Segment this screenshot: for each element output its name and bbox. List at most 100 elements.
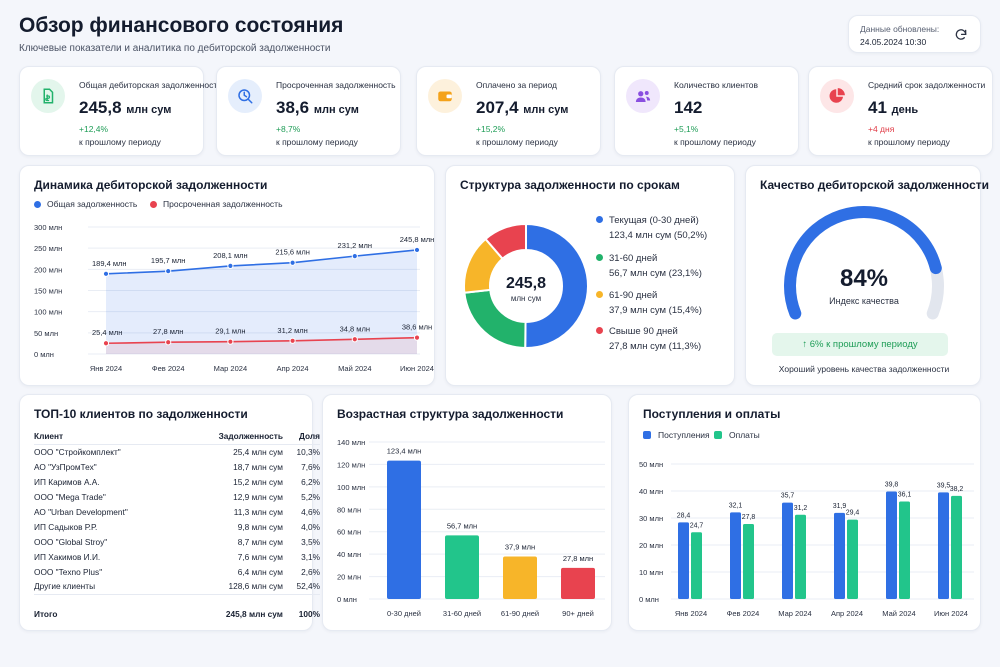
x-tick-label: Янв 2024 — [675, 609, 707, 618]
kpi-note: к прошлому периоду — [674, 137, 756, 147]
client-name: ИП Каримов А.А. — [34, 476, 100, 487]
data-point — [413, 334, 421, 341]
client-name: ООО "Global Stroy" — [34, 536, 108, 547]
clients-title: ТОП-10 клиентов по задолженности — [34, 407, 248, 421]
donut-center-value: 245,8 — [506, 275, 546, 292]
legend-payments: Оплаты — [714, 430, 760, 440]
table-row[interactable]: ИП Садыков Р.Р. 9,8 млн сум 4,0% — [34, 519, 320, 534]
data-point — [102, 340, 110, 347]
x-tick-label: 31-60 дней — [443, 609, 481, 618]
quality-footer: Хороший уровень качества задолженности — [778, 364, 950, 374]
payment-bar — [899, 501, 910, 599]
data-label: 38,6 млн — [402, 323, 432, 332]
quality-change-badge: ↑ 6% к прошлому периоду — [772, 333, 948, 356]
gauge-fill — [784, 206, 942, 320]
kpi-change: +5,1% — [674, 124, 699, 134]
payment-bar — [847, 519, 858, 599]
data-point — [165, 339, 172, 346]
data-label: 24,7 — [690, 522, 704, 529]
x-tick-label: 0-30 дней — [387, 609, 421, 618]
data-label: 25,4 млн — [92, 328, 122, 337]
table-row[interactable]: ООО "Mega Trade" 12,9 млн сум 5,2% — [34, 489, 320, 504]
kpi-note: к прошлому периоду — [79, 137, 161, 147]
age-card: Возрастная структура задолженности 0 млн… — [322, 394, 612, 631]
table-row[interactable]: АО "Urban Development" 11,3 млн сум 4,6% — [34, 504, 320, 519]
series-line — [105, 336, 418, 345]
y-tick-label: 0 млн — [639, 595, 659, 604]
dynamics-line-chart: 0 млн 50 млн 100 млн 150 млн 200 млн 250 млн 3… — [34, 223, 435, 373]
kpi-icon-wrap — [626, 79, 660, 113]
payment-bar — [795, 514, 806, 599]
data-label: 31,2 — [794, 505, 808, 512]
clock-search-icon — [238, 89, 253, 104]
table-row[interactable]: Другие клиенты 128,6 млн сум 52,4% — [34, 579, 320, 594]
kpi-note: к прошлому периоду — [276, 137, 358, 147]
client-share: 52,4% — [296, 581, 320, 592]
client-debt: 6,4 млн сум — [237, 566, 283, 577]
client-name: АО "Urban Development" — [34, 506, 128, 517]
y-tick-label: 40 млн — [337, 550, 361, 559]
kpi-card: Общая дебиторская задолженность 245,8 млн… — [19, 66, 222, 156]
age-bar-chart: 0 млн 20 млн 40 млн 60 млн 80 млн 100 млн 120 … — [337, 438, 605, 618]
x-tick-label: Июн 2024 — [400, 364, 434, 373]
total-share: 100% — [282, 593, 320, 634]
table-row[interactable]: АО "УзПромТех" 18,7 млн сум 7,6% — [34, 459, 320, 474]
y-tick-label: 10 млн — [639, 568, 663, 577]
y-tick-label: 40 млн — [639, 487, 663, 496]
table-row[interactable]: ООО "Texno Plus" 6,4 млн сум 2,6% — [34, 564, 320, 579]
x-tick-label: 90+ дней — [562, 609, 594, 618]
data-label: 245,8 млн — [400, 235, 435, 244]
data-label: 31,9 — [833, 503, 847, 510]
table-row[interactable]: ИП Хакимов И.И. 7,6 млн сум 3,1% — [34, 549, 320, 564]
quality-title: Качество дебиторской задолженности — [760, 178, 989, 192]
client-debt: 25,4 млн сум — [233, 446, 283, 457]
kpi-value: 207,4 млн сум — [476, 98, 569, 117]
kpi-icon-wrap — [31, 79, 65, 113]
data-label: 31,2 млн — [277, 326, 307, 335]
kpi-change: +8,7% — [276, 124, 301, 134]
data-label: 29,4 — [846, 510, 860, 517]
legend-total: Общая задолженность — [34, 199, 137, 209]
x-tick-label: Фев 2024 — [727, 609, 760, 618]
structure-legend-item: Свыше 90 дней 27,8 млн сум (11,3%) — [596, 326, 701, 352]
data-label: 28,4 — [677, 512, 691, 519]
kpi-value: 245,8 млн сум — [79, 98, 172, 117]
series-line — [105, 249, 418, 275]
pie-chart-icon — [829, 88, 845, 103]
table-row[interactable]: ООО "Global Stroy" 8,7 млн сум 3,5% — [34, 534, 320, 549]
data-label: 38,2 — [950, 486, 964, 493]
refresh-button[interactable] — [948, 22, 974, 48]
data-label: 36,1 — [898, 492, 912, 499]
data-point — [351, 253, 358, 260]
series-area — [106, 249, 417, 354]
data-label: 189,4 млн — [92, 259, 127, 268]
structure-donut-chart: 245,8 млн сум — [463, 222, 589, 350]
update-info: Данные обновлены: 24.05.2024 10:30 — [848, 15, 981, 53]
quality-gauge — [784, 206, 944, 320]
client-share: 6,2% — [301, 476, 320, 487]
data-label: 27,8 млн — [563, 554, 593, 563]
data-label: 39,5 — [937, 482, 951, 489]
table-row[interactable]: ИП Каримов А.А. 15,2 млн сум 6,2% — [34, 474, 320, 489]
y-tick-label: 80 млн — [337, 505, 361, 514]
donut-center-unit: млн сум — [511, 294, 541, 303]
data-point — [102, 270, 110, 277]
client-debt: 12,9 млн сум — [233, 491, 283, 502]
data-point — [227, 338, 234, 345]
structure-card: Структура задолженности по срокам 245,8 м… — [445, 165, 735, 386]
kpi-card: Оплачено за период 207,4 млн сум +15,2% к п… — [416, 66, 601, 156]
client-debt: 7,6 млн сум — [237, 551, 283, 562]
age-bar — [445, 535, 479, 599]
client-name: ИП Хакимов И.И. — [34, 551, 101, 562]
kpi-change: +15,2% — [476, 124, 506, 134]
quality-value: 84% — [839, 265, 889, 292]
table-row[interactable]: ООО "Стройкомплект" 25,4 млн сум 10,3% — [34, 444, 320, 459]
data-label: 35,7 — [781, 493, 795, 500]
age-title: Возрастная структура задолженности — [337, 407, 564, 421]
structure-legend-item: 31-60 дней 56,7 млн сум (23,1%) — [596, 253, 702, 279]
client-share: 7,6% — [301, 461, 320, 472]
x-tick-label: Апр 2024 — [277, 364, 309, 373]
y-tick-label: 60 млн — [337, 528, 361, 537]
clients-card: ТОП-10 клиентов по задолженности Клиент … — [19, 394, 320, 634]
client-share: 4,6% — [301, 506, 320, 517]
